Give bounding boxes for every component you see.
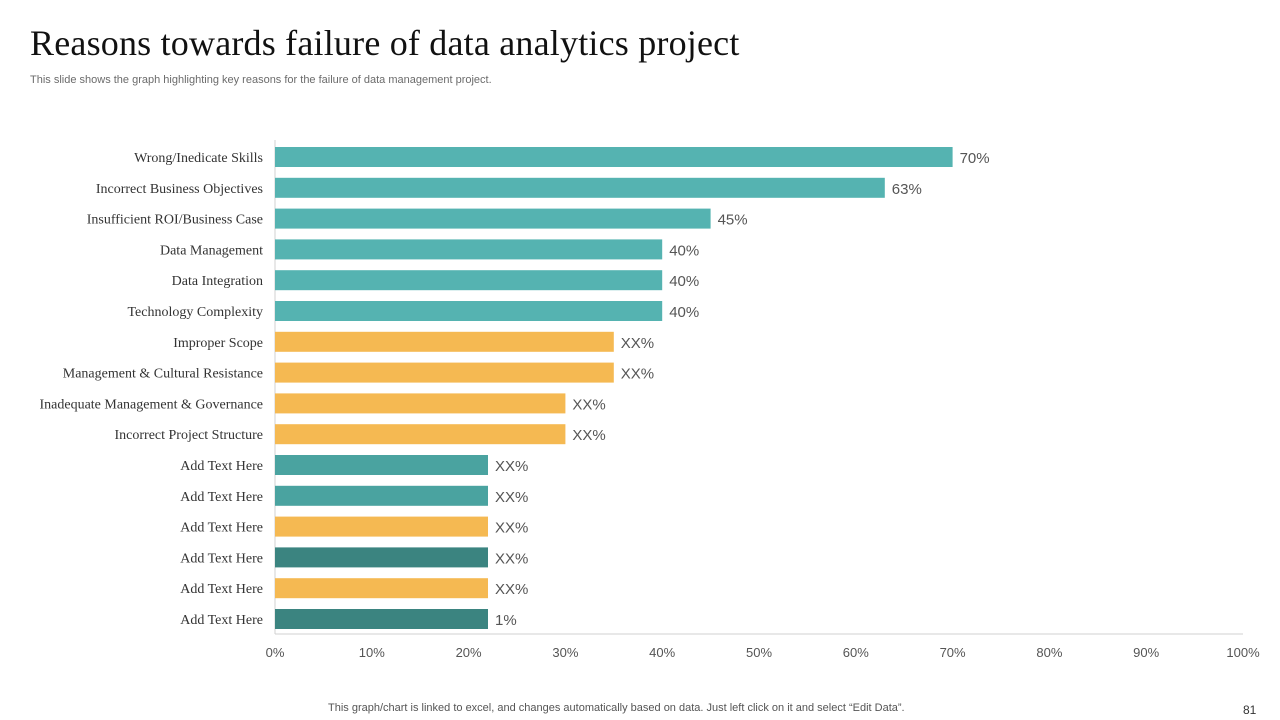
category-label: Inadequate Management & Governance: [39, 397, 263, 412]
category-label: Data Management: [160, 243, 263, 258]
bar: [275, 547, 488, 568]
category-label: Insufficient ROI/Business Case: [87, 213, 263, 228]
data-label: 63%: [892, 181, 922, 198]
data-label: XX%: [495, 520, 528, 537]
x-tick-label: 10%: [359, 645, 385, 660]
bar: [275, 609, 488, 629]
data-label: XX%: [495, 581, 528, 598]
data-label: 70%: [960, 150, 990, 167]
data-label: XX%: [621, 335, 654, 352]
x-tick-label: 100%: [1226, 645, 1260, 660]
bar: [275, 578, 488, 599]
category-label: Wrong/Inedicate Skills: [134, 151, 263, 166]
bar: [275, 177, 885, 198]
data-label: XX%: [495, 458, 528, 475]
category-label: Management & Cultural Resistance: [63, 367, 263, 382]
x-tick-label: 90%: [1133, 645, 1159, 660]
x-tick-label: 60%: [843, 645, 869, 660]
x-tick-label: 80%: [1036, 645, 1062, 660]
data-label: 45%: [718, 212, 748, 229]
page-number: 81: [1243, 703, 1257, 717]
data-label: XX%: [572, 396, 605, 413]
chart-footnote: This graph/chart is linked to excel, and…: [328, 702, 905, 714]
bar: [275, 331, 614, 352]
data-label: 40%: [669, 242, 699, 259]
category-label: Data Integration: [172, 274, 263, 289]
bar: [275, 208, 711, 229]
category-label: Improper Scope: [173, 336, 263, 351]
category-label: Incorrect Project Structure: [115, 428, 264, 443]
bar: [275, 393, 566, 414]
bar: [275, 455, 488, 475]
category-label: Add Text Here: [180, 582, 263, 597]
x-tick-label: 20%: [456, 645, 482, 660]
bar: [275, 516, 488, 537]
x-tick-label: 30%: [552, 645, 578, 660]
data-label: XX%: [621, 366, 654, 383]
data-label: XX%: [572, 427, 605, 444]
x-tick-label: 40%: [649, 645, 675, 660]
category-label: Add Text Here: [180, 551, 263, 566]
x-tick-label: 0%: [266, 645, 285, 660]
data-label: 40%: [669, 273, 699, 290]
bar: [275, 301, 663, 321]
category-label: Add Text Here: [180, 521, 263, 536]
data-label: 1%: [495, 612, 517, 629]
category-label: Incorrect Business Objectives: [96, 182, 263, 197]
data-label: XX%: [495, 550, 528, 567]
bar: [275, 362, 614, 383]
slide-title: Reasons towards failure of data analytic…: [30, 23, 740, 63]
bar: [275, 485, 488, 506]
x-tick-label: 70%: [940, 645, 966, 660]
category-label: Technology Complexity: [127, 305, 263, 320]
category-label: Add Text Here: [180, 490, 263, 505]
data-label: 40%: [669, 304, 699, 321]
bar: [275, 270, 663, 291]
bar: [275, 424, 566, 445]
slide-subtitle: This slide shows the graph highlighting …: [30, 74, 492, 86]
bar: [275, 147, 953, 167]
bar: [275, 239, 663, 260]
x-tick-label: 50%: [746, 645, 772, 660]
category-label: Add Text Here: [180, 459, 263, 474]
category-label: Add Text Here: [180, 613, 263, 628]
data-label: XX%: [495, 489, 528, 506]
